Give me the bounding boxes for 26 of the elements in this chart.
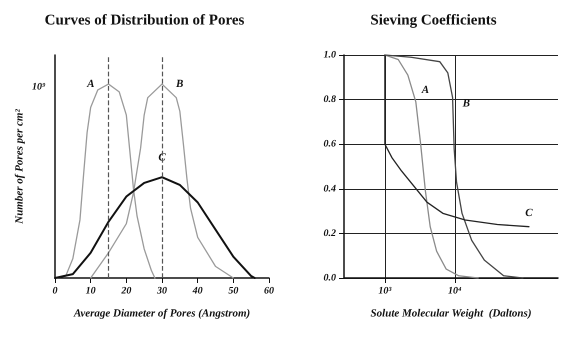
- x-axis-title: Solute Molecular Weight (Daltons): [370, 308, 532, 320]
- series-label: A: [86, 78, 94, 90]
- x-tick-label: 10⁴: [448, 286, 462, 296]
- chart-title: Sieving Coefficients: [370, 12, 497, 28]
- x-tick-label: 30: [156, 286, 167, 296]
- y-axis-title: Number of Pores per cm²: [14, 108, 26, 225]
- y-tick-label: 0.4: [324, 183, 336, 194]
- x-tick-label: 50: [228, 286, 238, 296]
- y-tick-label: 1.0: [324, 50, 336, 60]
- series-label: A: [420, 84, 430, 96]
- x-tick-label: 10³: [378, 286, 392, 296]
- series-label: B: [175, 78, 184, 90]
- series-label: B: [462, 97, 470, 110]
- x-tick-label: 20: [120, 286, 132, 296]
- x-axis-title: Average Diameter of Pores (Angstrom): [72, 308, 250, 320]
- series-label: C: [525, 207, 534, 220]
- x-tick-label: 10: [86, 286, 96, 296]
- y-tick-label: 0.2: [324, 228, 336, 239]
- y-tick-label: 0.6: [324, 138, 336, 150]
- x-tick-label: 40: [192, 286, 203, 296]
- x-tick-label: 60: [264, 286, 274, 296]
- x-tick-label: 0: [52, 286, 58, 296]
- chart-title: Curves of Distribution of Pores: [44, 12, 245, 28]
- text: 10⁹: [32, 82, 46, 92]
- y-tick-label: 0.8: [324, 94, 336, 106]
- y-tick-label: 0.0: [324, 272, 336, 284]
